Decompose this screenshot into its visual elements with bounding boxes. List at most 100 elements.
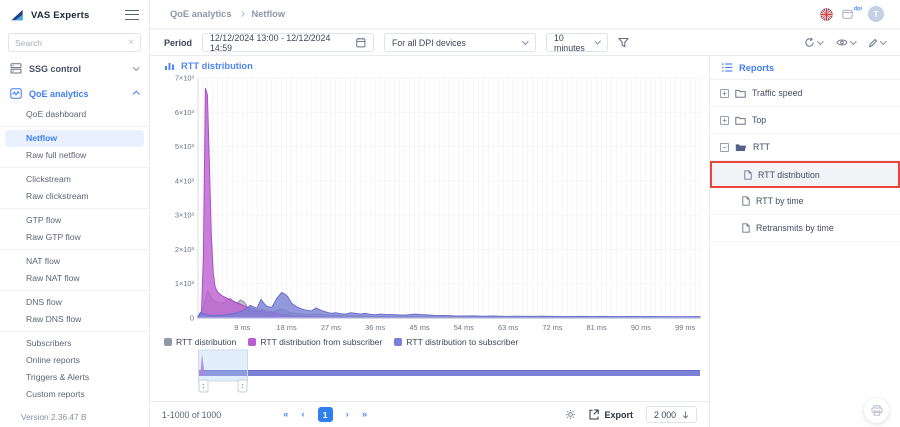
report-item-rtt-distribution[interactable]: RTT distribution [710, 161, 900, 188]
prev-page-button[interactable]: ‹ [301, 409, 305, 420]
page-size-select[interactable]: 2 000 [645, 406, 697, 423]
search-input[interactable] [15, 37, 125, 48]
view-settings-button[interactable] [836, 38, 857, 47]
eye-icon [836, 39, 848, 46]
print-button[interactable] [864, 398, 889, 423]
table-settings-gear-icon[interactable] [565, 409, 576, 420]
report-folder-top[interactable]: + Top [710, 107, 900, 134]
legend-swatch [394, 338, 403, 346]
chevron-down-icon [880, 38, 887, 45]
first-page-button[interactable]: « [283, 409, 289, 420]
reports-panel: Reports + Traffic speed + Top − RTT RTT distri… [710, 56, 900, 427]
rtt-distribution-chart[interactable]: 0 1×10³ 2×10³ 3×10³ 4×10³ 5×10³ 6×10³ 7×10³ 9 ms… [162, 74, 709, 337]
svg-text:63 ms: 63 ms [498, 323, 518, 332]
interval-select[interactable]: 10 minutes [546, 33, 609, 53]
sidebar-item-raw-gtp-flow[interactable]: Raw GTP flow [26, 232, 81, 242]
svg-text:99 ms: 99 ms [675, 323, 695, 332]
chart-style-button[interactable] [868, 38, 887, 48]
device-filter-select[interactable]: For all DPI devices [384, 33, 537, 52]
file-icon [742, 223, 750, 233]
collapse-icon[interactable]: − [720, 142, 729, 152]
sidebar-item-subscribers[interactable]: Subscribers [26, 338, 72, 348]
language-flag-icon[interactable] [820, 7, 833, 21]
dpi-update-icon[interactable]: dpi [842, 6, 862, 19]
user-avatar[interactable]: T [868, 6, 884, 22]
legend-item-rtt-distribution-from-subscriber[interactable]: RTT distribution from subscriber [248, 337, 382, 347]
report-item-rtt-by-time[interactable]: RTT by time [710, 188, 900, 215]
sidebar-item-netflow[interactable]: Netflow [5, 130, 144, 147]
menu-toggle-icon[interactable] [125, 10, 139, 20]
refresh-menu-button[interactable] [804, 37, 824, 48]
minimap-svg[interactable] [198, 349, 700, 393]
search-clear-icon[interactable]: × [128, 36, 134, 48]
last-page-button[interactable]: » [361, 409, 368, 420]
breadcrumb-qoe-analytics[interactable]: QoE analytics [170, 9, 232, 19]
panel-title-row: RTT distribution [150, 56, 709, 73]
sidebar-section-qoe-analytics[interactable]: QoE analytics [0, 81, 149, 106]
period-label: Period [164, 37, 193, 48]
top-header: QoE analytics Netflow dpi T [150, 0, 900, 30]
pagination-controls: « ‹ 1 › » [283, 407, 367, 422]
folder-icon [735, 116, 746, 125]
brand-name: VAS Experts [31, 9, 90, 21]
sidebar-item-triggers-alerts[interactable]: Triggers & Alerts [26, 372, 90, 382]
chart-legend: RTT distribution RTT distribution from su… [164, 337, 709, 347]
minimap-selection[interactable] [198, 349, 248, 382]
sidebar: VAS Experts × SSG control QoE analytics … [0, 0, 150, 427]
report-folder-rtt[interactable]: − RTT [710, 134, 900, 161]
chart-minimap[interactable] [198, 349, 700, 393]
sidebar-item-raw-clickstream[interactable]: Raw clickstream [26, 191, 89, 201]
sidebar-item-raw-nat-flow[interactable]: Raw NAT flow [26, 273, 80, 283]
toolbar: Period 12/12/2024 13:00 - 12/12/2024 14:… [150, 30, 900, 56]
sidebar-item-custom-reports[interactable]: Custom reports [26, 389, 85, 399]
report-item-label: RTT by time [756, 196, 804, 206]
report-item-retransmits-by-time[interactable]: Retransmits by time [710, 215, 900, 242]
search-box[interactable]: × [8, 33, 141, 52]
next-page-button[interactable]: › [345, 409, 349, 420]
sidebar-item-nat-flow[interactable]: NAT flow [26, 256, 61, 266]
export-icon [589, 409, 600, 420]
sidebar-item-qoe-dashboard[interactable]: QoE dashboard [26, 109, 87, 119]
minimap-handle-left[interactable] [198, 379, 209, 393]
page-size-value: 2 000 [653, 409, 676, 420]
sidebar-item-online-reports[interactable]: Online reports [26, 355, 80, 365]
device-filter-value: For all DPI devices [392, 37, 466, 48]
sidebar-section-ssg-control[interactable]: SSG control [0, 56, 149, 81]
sidebar-item-gtp-flow[interactable]: GTP flow [26, 215, 62, 225]
minimap-handle-right[interactable] [237, 379, 248, 393]
brand-logo-icon [11, 9, 23, 20]
rtt-chart-svg[interactable]: 0 1×10³ 2×10³ 3×10³ 4×10³ 5×10³ 6×10³ 7×10³ 9 ms… [162, 74, 707, 337]
chevron-up-icon [133, 91, 140, 98]
sidebar-item-dns-flow[interactable]: DNS flow [26, 297, 62, 307]
current-page-button[interactable]: 1 [317, 407, 333, 422]
analytics-icon [10, 88, 22, 99]
svg-text:9 ms: 9 ms [234, 323, 250, 332]
filter-funnel-icon[interactable] [618, 37, 630, 48]
svg-text:3×10³: 3×10³ [175, 211, 195, 220]
expand-icon[interactable]: + [720, 88, 729, 98]
report-folder-label: RTT [753, 142, 770, 152]
export-button[interactable]: Export [589, 409, 633, 420]
server-icon [10, 63, 22, 74]
sidebar-item-raw-full-netflow[interactable]: Raw full netflow [26, 150, 87, 160]
svg-text:18 ms: 18 ms [277, 323, 297, 332]
report-folder-traffic-speed[interactable]: + Traffic speed [710, 80, 900, 107]
svg-text:36 ms: 36 ms [365, 323, 385, 332]
pagination-bar: 1-1000 of 1000 « ‹ 1 › » Export 2 000 [150, 401, 709, 427]
expand-icon[interactable]: + [720, 115, 729, 125]
period-range-input[interactable]: 12/12/2024 13:00 - 12/12/2024 14:59 [202, 33, 375, 53]
svg-text:90 ms: 90 ms [631, 323, 651, 332]
legend-item-rtt-distribution[interactable]: RTT distribution [164, 337, 236, 347]
folder-icon [735, 89, 746, 98]
chart-toolbar-actions [804, 37, 887, 48]
sidebar-item-raw-dns-flow[interactable]: Raw DNS flow [26, 314, 82, 324]
chevron-down-icon [817, 38, 824, 45]
chevron-down-icon [522, 38, 529, 45]
legend-swatch [248, 338, 257, 346]
breadcrumb-separator-icon [238, 11, 245, 17]
reports-title: Reports [739, 62, 775, 73]
chevron-down-icon [133, 64, 140, 71]
sidebar-divider [0, 290, 149, 291]
legend-item-rtt-distribution-to-subscriber[interactable]: RTT distribution to subscriber [394, 337, 518, 347]
sidebar-item-clickstream[interactable]: Clickstream [26, 174, 71, 184]
